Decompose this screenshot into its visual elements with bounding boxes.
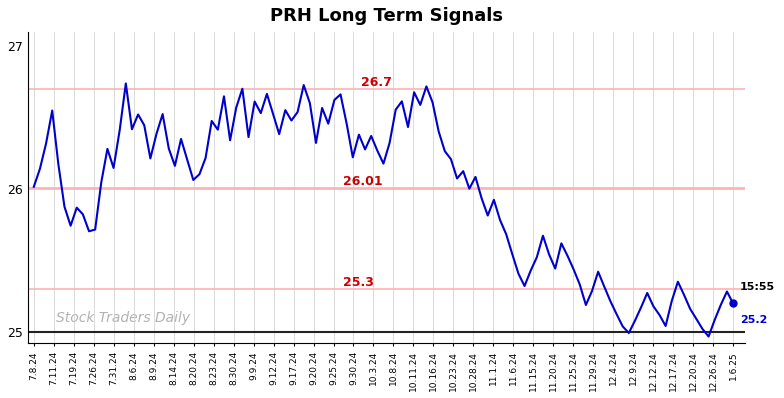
Text: 15:55: 15:55 <box>740 282 775 292</box>
Text: 25.3: 25.3 <box>343 276 374 289</box>
Text: 26.7: 26.7 <box>361 76 392 89</box>
Text: Stock Traders Daily: Stock Traders Daily <box>56 311 191 325</box>
Text: 25.2: 25.2 <box>740 314 768 324</box>
Text: 26.01: 26.01 <box>343 175 383 188</box>
Title: PRH Long Term Signals: PRH Long Term Signals <box>270 7 503 25</box>
